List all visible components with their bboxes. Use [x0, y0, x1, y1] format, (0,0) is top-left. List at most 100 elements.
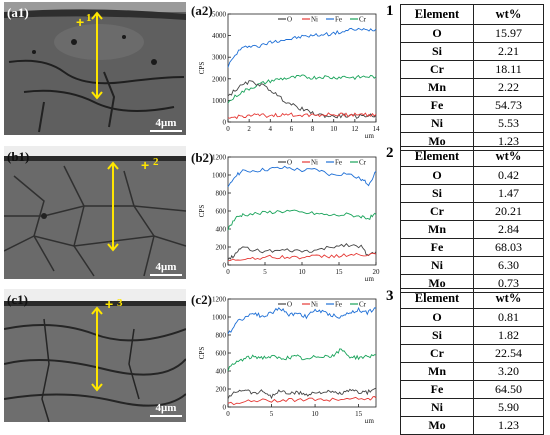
x-tick-label: 2: [247, 125, 251, 133]
table-number: 2: [386, 145, 394, 161]
value-cell: 64.50: [473, 380, 544, 399]
sem-image-c: + (c1) 3 4μm: [4, 289, 186, 422]
value-cell: 22.54: [473, 344, 544, 363]
element-cell: Si: [400, 184, 474, 203]
element-cell: Ni: [400, 114, 474, 133]
value-cell: 15.97: [473, 24, 544, 43]
x-tick-label: 20: [373, 268, 381, 276]
header-element: Element: [400, 146, 474, 167]
header-element: Element: [400, 4, 474, 25]
series-line-o: [227, 387, 377, 400]
series-line-o: [227, 243, 377, 261]
table-row: Ni 5.90: [400, 398, 544, 417]
x-tick-label: 5: [270, 410, 274, 418]
sem-micrograph-a: +: [4, 2, 186, 135]
series-line-fe: [227, 306, 377, 335]
x-axis-label: μm: [365, 275, 375, 281]
x-tick-label: 4: [269, 125, 273, 133]
plot-frame: [227, 156, 377, 266]
scale-bar-label: 4μm: [155, 261, 177, 273]
x-tick-label: 15: [355, 410, 363, 418]
element-cell: Fe: [400, 238, 474, 257]
scale-bar-label: 4μm: [155, 117, 177, 129]
y-tick-label: 0: [223, 404, 227, 412]
x-tick-label: 14: [373, 125, 381, 133]
value-cell: 18.11: [473, 60, 544, 79]
svg-text:+: +: [141, 157, 149, 173]
x-tick-label: 10: [330, 125, 338, 133]
sem-label: (c1): [7, 292, 28, 307]
table-row: Mn 2.84: [400, 220, 544, 239]
table-row: Cr 20.21: [400, 202, 544, 221]
x-axis-label: μm: [365, 132, 375, 138]
y-tick-label: 1200: [212, 154, 227, 162]
composition-table-b: Element wt% O 0.42 Si 1.47 Cr 20.21 Mn 2.84 …: [400, 146, 544, 293]
series-line-cr: [227, 209, 377, 231]
y-tick-label: 3000: [212, 54, 227, 62]
table-row: Si 1.82: [400, 326, 544, 345]
x-tick-label: 0: [226, 268, 230, 276]
value-cell: 1.47: [473, 184, 544, 203]
y-tick-label: 400: [216, 226, 227, 234]
table-row: Ni 6.30: [400, 256, 544, 275]
legend-label: Fe: [335, 159, 342, 167]
y-tick-label: 600: [216, 350, 227, 358]
element-cell: Ni: [400, 256, 474, 275]
point-marker: 2: [153, 156, 159, 168]
value-cell: 5.90: [473, 398, 544, 417]
series-line-ni: [227, 396, 377, 406]
element-cell: O: [400, 166, 474, 185]
element-cell: Ni: [400, 398, 474, 417]
value-cell: 68.03: [473, 238, 544, 257]
y-axis-label: CPS: [198, 347, 206, 360]
line-scan-chart-c: 0 200 400 600 800 1000 1200 0 5 10 15 μm CPS O Ni Fe Cr: [190, 289, 382, 428]
value-cell: 5.53: [473, 114, 544, 133]
scale-bar-label: 4μm: [155, 402, 177, 414]
legend-label: Cr: [359, 301, 367, 309]
element-cell: Cr: [400, 202, 474, 221]
y-tick-label: 4000: [212, 32, 227, 40]
y-tick-label: 400: [216, 368, 227, 376]
sem-label: (b1): [7, 149, 30, 164]
y-tick-label: 800: [216, 332, 227, 340]
element-cell: Mn: [400, 362, 474, 381]
plot-label: (a2): [191, 3, 213, 18]
element-cell: Si: [400, 326, 474, 345]
y-tick-label: 2000: [212, 75, 227, 83]
table-row: Ni 5.53: [400, 114, 544, 133]
svg-text:+: +: [105, 296, 113, 312]
y-tick-label: 0: [223, 262, 227, 270]
x-tick-label: 10: [299, 268, 307, 276]
legend-label: O: [287, 301, 292, 309]
composition-table-c: Element wt% O 0.81 Si 1.82 Cr 22.54 Mn 3.20 …: [400, 288, 544, 435]
legend-label: Ni: [311, 16, 318, 24]
legend-label: Cr: [359, 16, 367, 24]
plot-frame: [227, 13, 377, 123]
value-cell: 2.22: [473, 78, 544, 97]
legend-label: Ni: [311, 159, 318, 167]
element-cell: Cr: [400, 344, 474, 363]
value-cell: 54.73: [473, 96, 544, 115]
legend-label: Fe: [335, 16, 342, 24]
y-tick-label: 0: [223, 119, 227, 127]
sem-image-a: + (a1) 1 4μm: [4, 2, 186, 135]
x-tick-label: 12: [351, 125, 359, 133]
x-tick-label: 0: [226, 125, 230, 133]
x-axis-label: μm: [365, 417, 375, 423]
table-row: Fe 54.73: [400, 96, 544, 115]
table-row: Mo 1.23: [400, 416, 544, 435]
table-row: O 0.42: [400, 166, 544, 185]
value-cell: 2.21: [473, 42, 544, 61]
table-row: Fe 64.50: [400, 380, 544, 399]
sem-label: (a1): [7, 5, 29, 20]
series-line-o: [227, 80, 377, 119]
line-scan-chart-a: 0 1000 2000 3000 4000 5000 0 2 4 6 8 10 12 14 μm CPS O Ni…: [190, 4, 382, 143]
x-tick-label: 8: [311, 125, 315, 133]
element-cell: Cr: [400, 60, 474, 79]
x-tick-label: 0: [226, 410, 230, 418]
scale-bar: 4μm: [150, 261, 182, 276]
x-tick-label: 15: [336, 268, 344, 276]
point-marker: 3: [117, 297, 123, 309]
